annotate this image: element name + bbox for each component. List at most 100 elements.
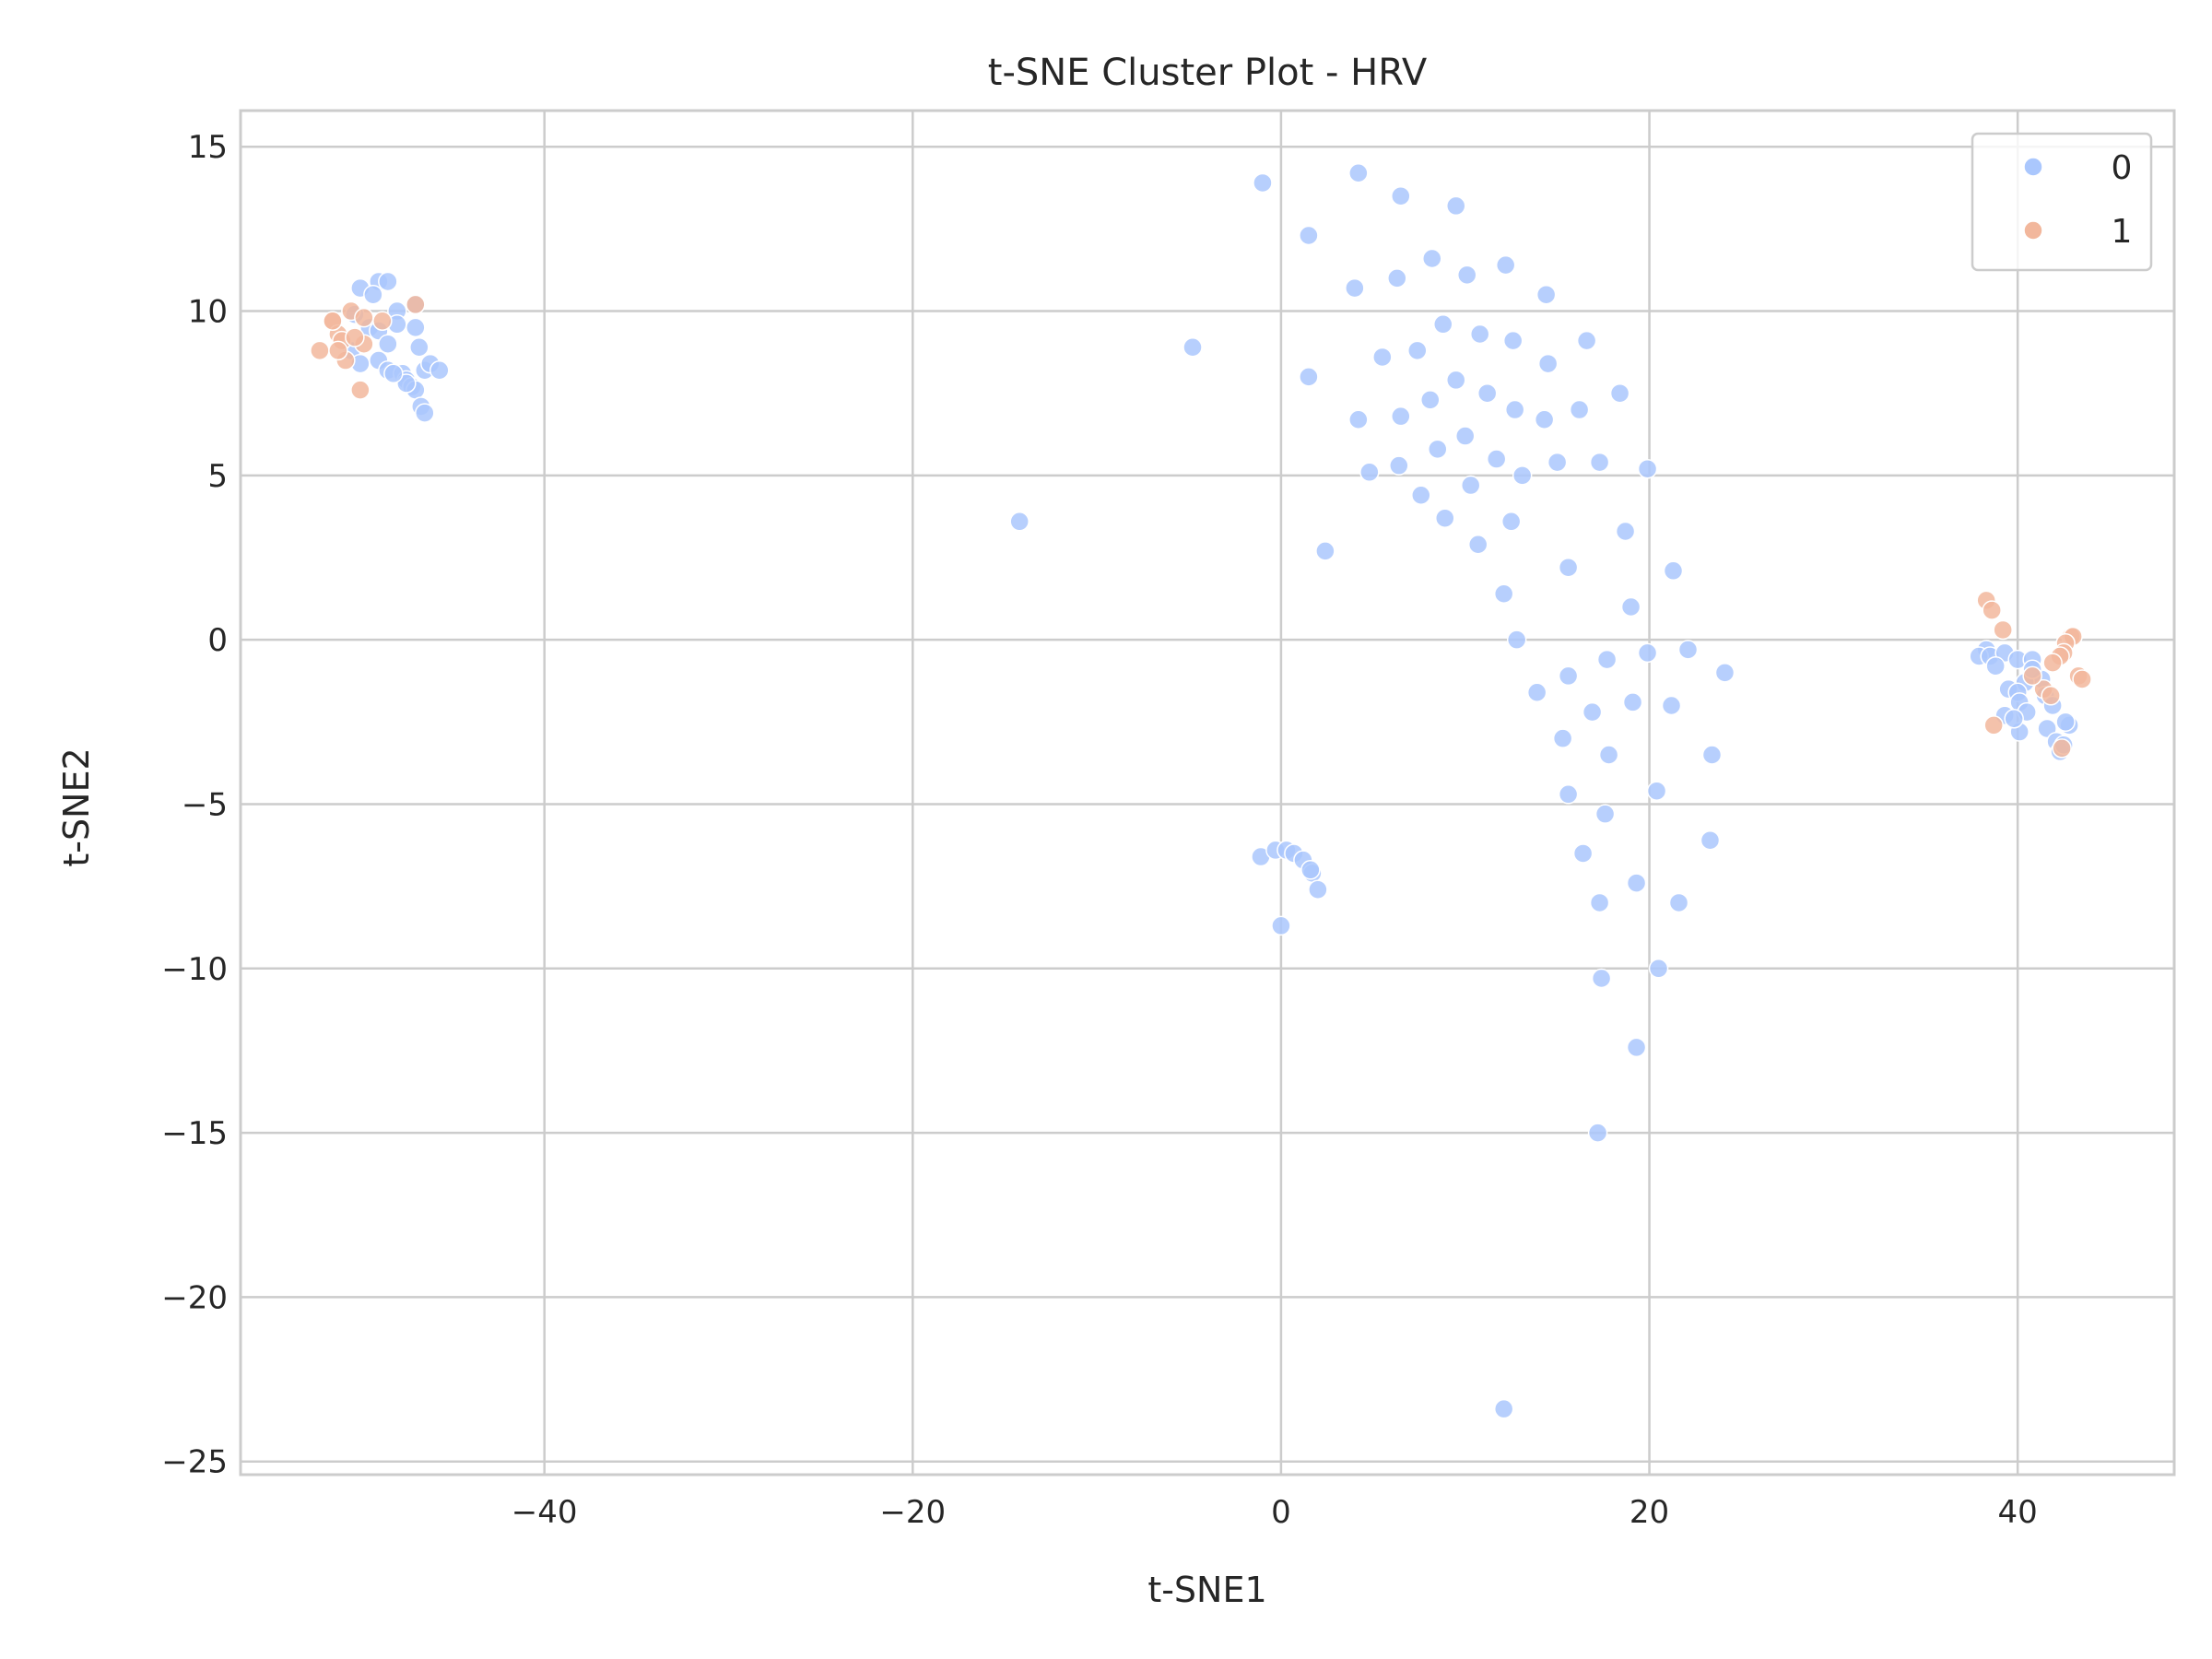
- data-point-series-0: [363, 284, 383, 305]
- data-point-series-0: [1620, 596, 1641, 618]
- data-point-series-0: [1391, 185, 1411, 206]
- data-point-series-0: [1428, 439, 1448, 460]
- y-tick-label: −25: [161, 1444, 228, 1481]
- data-point-series-0: [1637, 458, 1658, 479]
- data-point-series-0: [1512, 465, 1533, 486]
- data-point-series-1: [328, 340, 348, 361]
- x-axis-title: t-SNE1: [1147, 1570, 1266, 1610]
- data-point-series-0: [1615, 521, 1636, 542]
- data-point-series-0: [1598, 745, 1619, 765]
- y-tick-label: −5: [182, 786, 228, 823]
- data-point-series-0: [1534, 409, 1555, 429]
- data-point-series-0: [1506, 629, 1527, 650]
- data-point-series-0: [1558, 665, 1579, 687]
- y-tick-label: −20: [161, 1279, 228, 1316]
- data-point-series-1: [372, 311, 393, 331]
- data-point-series-0: [1009, 512, 1030, 532]
- data-point-series-0: [1300, 860, 1321, 880]
- x-tick-label: 20: [1630, 1494, 1669, 1531]
- data-point-series-1: [2022, 665, 2042, 687]
- data-point-series-0: [1445, 195, 1466, 217]
- data-point-series-0: [1701, 745, 1723, 765]
- data-point-series-0: [1622, 692, 1643, 712]
- data-point-series-0: [1637, 642, 1658, 664]
- legend-box: [1971, 132, 2153, 272]
- data-point-series-0: [1502, 330, 1524, 351]
- data-point-series-0: [1646, 781, 1667, 801]
- data-point-series-1: [323, 311, 343, 331]
- x-tick-label: −40: [512, 1494, 578, 1531]
- data-point-series-0: [1648, 959, 1669, 979]
- y-axis-title: t-SNE2: [56, 747, 97, 866]
- data-point-series-0: [1591, 968, 1612, 989]
- data-point-series-0: [1253, 172, 1273, 194]
- data-point-series-1: [350, 380, 371, 400]
- x-tick-label: 0: [1271, 1494, 1291, 1531]
- data-point-series-0: [1668, 892, 1689, 913]
- data-point-series-0: [1445, 370, 1466, 391]
- x-tick-label: 40: [1998, 1494, 2038, 1531]
- data-point-series-1: [1993, 619, 2013, 641]
- data-point-series-0: [1661, 695, 1682, 716]
- data-point-series-0: [1558, 557, 1579, 578]
- data-point-series-0: [2004, 709, 2024, 729]
- data-point-series-0: [1348, 163, 1369, 183]
- x-tick-labels: −40 −20 0 20 40: [512, 1494, 2038, 1531]
- data-point-series-0: [1572, 843, 1594, 864]
- data-point-series-0: [1576, 330, 1597, 351]
- data-point-series-0: [1714, 663, 1735, 683]
- data-point-series-0: [1387, 268, 1407, 288]
- data-point-series-0: [1420, 390, 1441, 410]
- data-point-series-0: [1422, 248, 1442, 269]
- y-tick-label: 0: [207, 622, 228, 659]
- legend-label-0: 0: [2112, 149, 2133, 187]
- data-point-series-0: [415, 403, 435, 423]
- data-point-series-0: [1582, 701, 1603, 723]
- data-point-series-1: [310, 340, 330, 361]
- data-point-series-0: [1460, 475, 1481, 496]
- data-point-series-1: [2042, 653, 2063, 673]
- data-point-series-0: [1182, 337, 1203, 358]
- data-point-series-0: [1587, 1123, 1608, 1143]
- data-point-series-0: [1589, 892, 1610, 913]
- data-point-series-1: [1983, 715, 2004, 735]
- data-point-series-0: [1433, 314, 1453, 335]
- data-point-series-0: [1569, 399, 1590, 420]
- data-point-series-0: [1348, 409, 1369, 429]
- data-point-series-0: [1594, 804, 1616, 824]
- y-tick-labels: 15 10 5 0 −5 −10 −15 −20 −25: [161, 129, 228, 1481]
- data-point-series-0: [383, 363, 404, 384]
- data-point-series-0: [1486, 449, 1507, 469]
- data-point-series-0: [429, 359, 450, 381]
- data-point-series-0: [1558, 784, 1579, 805]
- data-point-series-0: [406, 317, 426, 338]
- data-point-series-0: [1299, 367, 1319, 387]
- data-point-series-0: [1626, 1037, 1647, 1058]
- data-point-series-0: [1547, 452, 1568, 473]
- data-point-series-0: [1299, 225, 1319, 246]
- chart-title: t-SNE Cluster Plot - HRV: [988, 52, 1428, 94]
- data-point-series-0: [1500, 512, 1522, 532]
- data-points: [310, 163, 2092, 1419]
- data-point-series-0: [1469, 324, 1490, 345]
- data-point-series-0: [1700, 830, 1721, 851]
- data-point-series-1: [2041, 686, 2061, 706]
- data-point-series-0: [2055, 712, 2076, 733]
- data-point-series-0: [1609, 382, 1630, 404]
- data-point-series-0: [1526, 682, 1547, 702]
- data-point-series-0: [1456, 265, 1477, 286]
- data-point-series-0: [1315, 541, 1335, 561]
- data-point-series-1: [2072, 669, 2092, 689]
- data-point-series-0: [1552, 728, 1573, 748]
- data-point-series-0: [1435, 508, 1455, 528]
- data-point-series-0: [1359, 462, 1380, 483]
- data-point-series-0: [1345, 277, 1365, 299]
- data-point-series-0: [378, 334, 398, 354]
- data-point-series-0: [1589, 452, 1610, 473]
- data-point-series-0: [1504, 399, 1525, 420]
- y-tick-label: 5: [207, 458, 228, 495]
- data-point-series-0: [1596, 649, 1618, 670]
- data-point-series-0: [1495, 254, 1516, 276]
